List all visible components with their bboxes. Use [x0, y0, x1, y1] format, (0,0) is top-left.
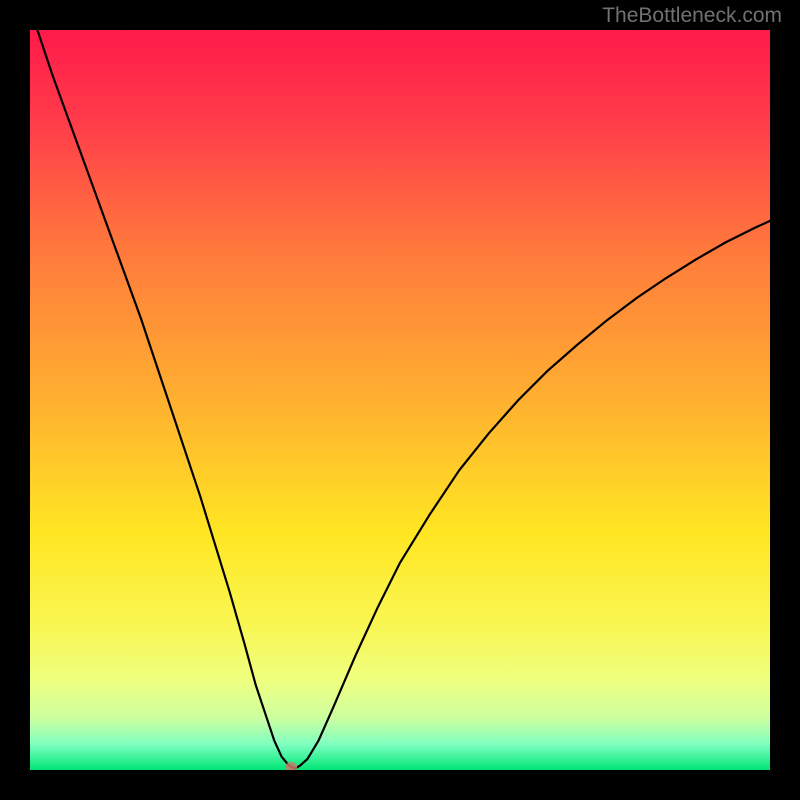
- plot-background: [30, 30, 770, 770]
- chart-svg: [30, 30, 770, 770]
- watermark-text: TheBottleneck.com: [602, 4, 782, 28]
- bottleneck-chart: [30, 30, 770, 770]
